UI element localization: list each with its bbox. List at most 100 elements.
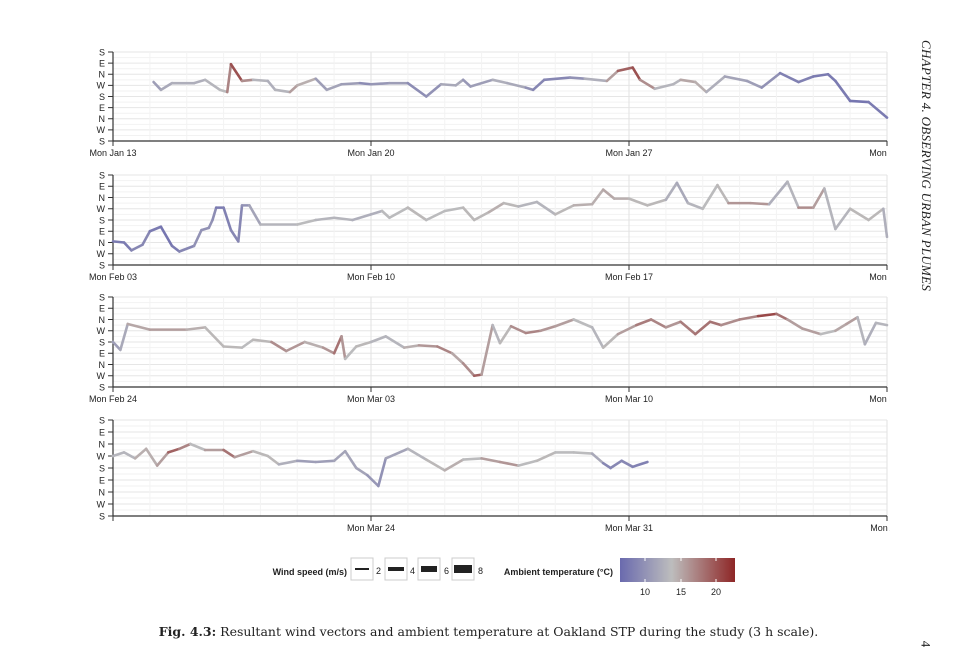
wind-speed-legend-title: Wind speed (m/s): [273, 567, 347, 577]
wind-segment: [251, 338, 273, 344]
wind-segment: [786, 180, 800, 209]
temp-tick-10: 10: [640, 587, 650, 597]
wind-segment: [303, 340, 325, 349]
wind-segment: [874, 321, 889, 327]
wind-segment: [354, 340, 373, 348]
y-tick-label: S: [99, 260, 105, 270]
wind-segment: [535, 451, 557, 463]
wind-segment: [882, 207, 889, 239]
y-tick-label: W: [97, 499, 106, 509]
wind-segment: [366, 473, 380, 488]
wind-segment: [314, 77, 329, 92]
wind-segment: [719, 318, 741, 327]
wind-segment: [778, 71, 800, 84]
caption-label: Fig. 4.3:: [158, 624, 217, 639]
wind-segment: [295, 77, 318, 87]
wind-segment: [679, 78, 697, 84]
wind-segment: [178, 244, 196, 253]
y-tick-label: N: [99, 487, 106, 497]
wind-segment: [664, 181, 679, 202]
wind-segment: [649, 318, 668, 329]
y-tick-label: W: [97, 371, 106, 381]
y-tick-label: W: [97, 326, 106, 336]
wind-segment: [491, 78, 509, 85]
wind-segment: [343, 449, 358, 470]
wind-segment: [461, 206, 476, 222]
wind-segment: [502, 201, 520, 208]
x-tick-label: Mon Feb: [869, 148, 905, 158]
wind-segment: [251, 78, 270, 83]
wind-segment: [384, 447, 410, 460]
y-tick-label: S: [99, 215, 105, 225]
wind-segment: [811, 187, 826, 209]
wind-segment: [152, 80, 163, 92]
wind-segment: [867, 207, 885, 222]
wind-segment: [679, 320, 697, 336]
wind-segment: [756, 312, 778, 318]
wind-segment: [542, 76, 572, 82]
wind-segment: [343, 345, 358, 361]
wind-segment: [240, 78, 255, 83]
y-tick-label: N: [99, 114, 106, 124]
wind-segment: [738, 314, 760, 321]
wind-segment: [590, 188, 605, 206]
wind-segment: [229, 62, 244, 83]
wind-segment: [601, 188, 616, 200]
wind-segment: [498, 460, 520, 467]
wind-segment: [863, 321, 878, 346]
wind-segment: [531, 78, 546, 92]
wind-segment: [675, 181, 690, 205]
wind-segment: [354, 466, 369, 477]
wind-segment: [848, 207, 870, 222]
wind-segment: [380, 209, 391, 220]
wind-segment: [800, 327, 822, 336]
wind-segment: [443, 206, 465, 213]
legend: Wind speed (m/s) 2 4 6 8 Ambient tempera…: [273, 557, 735, 597]
wind-segment: [834, 79, 852, 103]
y-tick-label: W: [97, 204, 106, 214]
wind-segment: [553, 318, 576, 328]
y-tick-label: S: [99, 382, 105, 392]
wind-segment: [653, 82, 675, 91]
wind-segment: [424, 458, 447, 472]
wind-segment: [111, 451, 126, 458]
wind-segment: [524, 329, 542, 335]
wind-segment: [848, 99, 870, 104]
y-tick-label: W: [97, 249, 106, 259]
wind-segment: [229, 228, 240, 243]
x-tick-label: Mon Feb: [869, 272, 905, 282]
wind-segment: [605, 69, 620, 83]
y-tick-label: E: [99, 304, 105, 314]
wind-segment: [211, 206, 218, 222]
wind-segment: [834, 207, 852, 231]
svg-text:2: 2: [376, 566, 381, 576]
x-tick-label: Mon Feb 10: [347, 272, 395, 282]
wind-segment: [856, 315, 867, 346]
wind-segment: [369, 81, 391, 86]
wind-segment: [314, 216, 336, 222]
wind-segment: [225, 62, 233, 94]
wind-segment: [590, 326, 605, 349]
wind-segment: [749, 201, 771, 206]
wind-segment: [192, 78, 207, 85]
wind-segment: [572, 451, 594, 455]
wind-segment: [222, 206, 233, 232]
wind-segment: [159, 225, 174, 248]
wind-speed-item-4: 4: [384, 557, 415, 581]
x-tick-label: Mon Feb 24: [89, 394, 137, 404]
wind-segment: [472, 210, 491, 222]
y-tick-label: S: [99, 415, 105, 425]
x-tick-label: Mon Mar 10: [605, 394, 653, 404]
wind-segment: [402, 344, 421, 349]
wind-segment: [826, 72, 837, 83]
x-tick-label: Mon Apr: [870, 523, 904, 533]
wind-segment: [240, 338, 255, 349]
y-tick-label: N: [99, 360, 106, 370]
wind-segment: [601, 332, 620, 349]
wind-speed-item-2: 2: [350, 557, 381, 581]
wind-segment: [767, 180, 789, 206]
wind-segment: [716, 183, 730, 205]
y-tick-label: E: [99, 58, 105, 68]
